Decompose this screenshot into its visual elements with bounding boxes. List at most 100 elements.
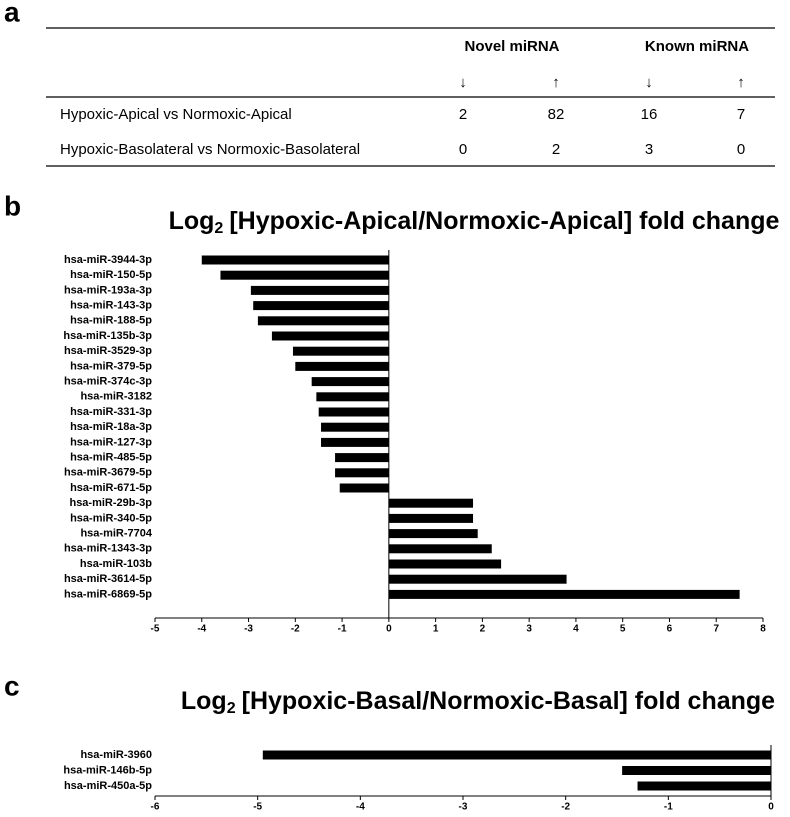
bar xyxy=(388,589,740,599)
bar xyxy=(321,437,389,447)
bar xyxy=(201,255,389,265)
y-tick-label: hsa-miR-3944-3p xyxy=(64,254,152,266)
table-header: Novel miRNA xyxy=(464,38,559,55)
table-cell: 7 xyxy=(737,106,745,123)
x-tick-label: 8 xyxy=(760,624,766,635)
x-tick-label: -5 xyxy=(253,802,262,813)
chart-title: Log2 [Hypoxic-Basal/Normoxic-Basal] fold … xyxy=(181,687,775,718)
y-tick-label: hsa-miR-150-5p xyxy=(70,269,152,281)
y-tick-label: hsa-miR-331-3p xyxy=(70,406,152,418)
bar xyxy=(388,498,474,508)
x-tick-label: 4 xyxy=(573,624,579,635)
bar xyxy=(318,407,389,417)
row-label: Hypoxic-Apical vs Normoxic-Apical xyxy=(60,106,292,123)
bar xyxy=(262,750,771,760)
bar xyxy=(335,468,389,478)
y-tick-label: hsa-miR-3614-5p xyxy=(64,573,152,585)
table-cell: 16 xyxy=(641,106,658,123)
x-tick-label: -5 xyxy=(151,624,160,635)
bar xyxy=(388,529,478,539)
y-tick-label: hsa-miR-3960 xyxy=(80,749,152,761)
table-subheader: ↓ xyxy=(645,74,653,91)
x-tick-label: 1 xyxy=(433,624,439,635)
title-subscript: 2 xyxy=(227,700,236,717)
panel-label: c xyxy=(4,670,20,701)
y-tick-label: hsa-miR-146b-5p xyxy=(63,764,152,776)
table-header: Known miRNA xyxy=(645,38,749,55)
x-tick-label: -2 xyxy=(561,802,570,813)
y-tick-label: hsa-miR-143-3p xyxy=(70,300,152,312)
y-tick-label: hsa-miR-7704 xyxy=(80,528,152,540)
y-tick-label: hsa-miR-188-5p xyxy=(70,315,152,327)
bar xyxy=(295,361,389,371)
x-tick-label: 0 xyxy=(768,802,774,813)
y-tick-label: hsa-miR-450a-5p xyxy=(64,780,152,792)
bar xyxy=(335,453,389,463)
y-tick-label: hsa-miR-18a-3p xyxy=(70,421,152,433)
bar xyxy=(388,544,492,554)
x-tick-label: 0 xyxy=(386,624,392,635)
y-tick-label: hsa-miR-379-5p xyxy=(70,360,152,372)
y-tick-label: hsa-miR-127-3p xyxy=(70,436,152,448)
bar xyxy=(292,346,389,356)
table-cell: 0 xyxy=(459,141,467,158)
x-tick-label: -1 xyxy=(338,624,347,635)
title-subscript: 2 xyxy=(214,220,223,237)
bar xyxy=(220,270,389,280)
x-tick-label: 2 xyxy=(480,624,486,635)
x-tick-label: 3 xyxy=(526,624,532,635)
x-tick-label: 7 xyxy=(713,624,719,635)
table-subheader: ↓ xyxy=(459,74,467,91)
table-cell: 0 xyxy=(737,141,745,158)
bar xyxy=(339,483,389,493)
y-tick-label: hsa-miR-485-5p xyxy=(70,452,152,464)
y-tick-label: hsa-miR-3679-5p xyxy=(64,467,152,479)
x-tick-label: 6 xyxy=(667,624,673,635)
title-text: [Hypoxic-Apical/Normoxic-Apical] fold ch… xyxy=(229,207,779,235)
table-cell: 2 xyxy=(552,141,560,158)
x-tick-label: -3 xyxy=(244,624,253,635)
bar xyxy=(271,331,389,341)
y-tick-label: hsa-miR-29b-3p xyxy=(69,497,152,509)
table-cell: 2 xyxy=(459,106,467,123)
bar xyxy=(253,301,389,311)
title-text: [Hypoxic-Basal/Normoxic-Basal] fold chan… xyxy=(242,687,776,715)
y-tick-label: hsa-miR-374c-3p xyxy=(64,376,152,388)
table-subheader: ↑ xyxy=(552,74,560,91)
y-tick-label: hsa-miR-671-5p xyxy=(70,482,152,494)
bar xyxy=(388,574,567,584)
row-label: Hypoxic-Basolateral vs Normoxic-Basolate… xyxy=(60,141,360,158)
bar xyxy=(388,559,502,569)
y-tick-label: hsa-miR-340-5p xyxy=(70,512,152,524)
panel-label: b xyxy=(4,190,21,221)
bar xyxy=(311,377,389,387)
y-tick-label: hsa-miR-3182 xyxy=(80,391,152,403)
y-tick-label: hsa-miR-103b xyxy=(80,558,152,570)
bar xyxy=(257,316,389,326)
bar xyxy=(316,392,389,402)
bar xyxy=(388,513,474,523)
title-text: Log xyxy=(181,687,227,715)
x-tick-label: -6 xyxy=(151,802,160,813)
chart-title: Log2 [Hypoxic-Apical/Normoxic-Apical] fol… xyxy=(169,207,780,238)
x-tick-label: -1 xyxy=(664,802,673,813)
x-tick-label: -4 xyxy=(356,802,365,813)
bar xyxy=(321,422,389,432)
y-tick-label: hsa-miR-193a-3p xyxy=(64,284,152,296)
table-cell: 82 xyxy=(548,106,565,123)
y-tick-label: hsa-miR-3529-3p xyxy=(64,345,152,357)
y-tick-label: hsa-miR-135b-3p xyxy=(63,330,152,342)
x-tick-label: -4 xyxy=(197,624,206,635)
x-tick-label: -3 xyxy=(459,802,468,813)
title-text: Log xyxy=(169,207,215,235)
y-tick-label: hsa-miR-6869-5p xyxy=(64,588,152,600)
table-subheader: ↑ xyxy=(737,74,745,91)
bar xyxy=(250,285,389,295)
x-tick-label: 5 xyxy=(620,624,626,635)
panel-label: a xyxy=(4,0,20,27)
x-tick-label: -2 xyxy=(291,624,300,635)
y-tick-label: hsa-miR-1343-3p xyxy=(64,543,152,555)
bar xyxy=(637,781,771,791)
bar xyxy=(622,766,771,775)
